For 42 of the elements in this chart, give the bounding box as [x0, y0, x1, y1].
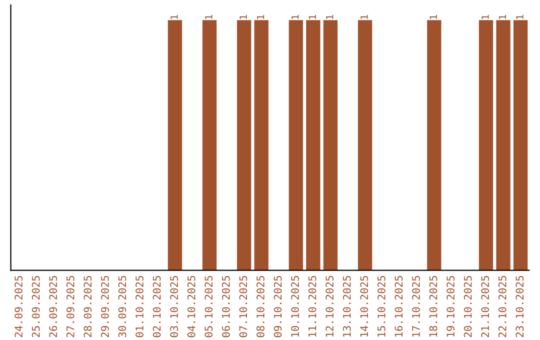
x-tick-label: 05.10.2025 — [204, 276, 213, 338]
data-label: 1 — [256, 14, 264, 19]
x-tick-label: 22.10.2025 — [498, 276, 506, 338]
x-tick-label: 06.10.2025 — [222, 276, 230, 338]
x-tick-label: 07.10.2025 — [239, 276, 248, 338]
x-tick-label: 02.10.2025 — [152, 276, 161, 338]
x-tick-label: 21.10.2025 — [481, 276, 490, 338]
x-tick-label: 18.10.2025 — [429, 276, 438, 337]
x-tick-label: 08.10.2025 — [256, 276, 264, 338]
x-tick-label: 16.10.2025 — [394, 276, 403, 337]
x-tick-label: 26.09.2025 — [49, 276, 58, 338]
x-tick-label: 01.10.2025 — [136, 276, 144, 338]
x-tick-label: 24.09.2025 — [14, 276, 22, 338]
data-label: 1 — [326, 14, 334, 19]
data-label: 1 — [308, 14, 316, 19]
data-label: 1 — [360, 14, 368, 19]
x-tick-label: 03.10.2025 — [170, 276, 178, 338]
data-label: 1 — [516, 14, 524, 19]
x-tick-label: 04.10.2025 — [187, 276, 196, 338]
x-tick-label: 09.10.2025 — [274, 276, 282, 338]
x-tick-label: 30.09.2025 — [118, 276, 126, 338]
data-label: 1 — [170, 14, 178, 19]
data-label: 1 — [292, 14, 299, 19]
data-label: 1 — [240, 14, 247, 19]
x-tick-label: 28.09.2025 — [84, 276, 92, 338]
x-tick-label: 10.10.2025 — [291, 276, 299, 337]
data-label: 1 — [205, 14, 212, 19]
x-tick-label: 13.10.2025 — [342, 276, 351, 337]
x-tick-label: 27.09.2025 — [66, 276, 74, 338]
data-label: 1 — [498, 14, 506, 19]
x-tick-label: 25.09.2025 — [32, 276, 40, 338]
x-tick-label: 14.10.2025 — [360, 276, 368, 337]
data-label: 1 — [482, 14, 489, 19]
x-tick-label: 12.10.2025 — [326, 276, 334, 337]
x-tick-label: 20.10.2025 — [464, 276, 472, 338]
x-tick-label: 29.09.2025 — [101, 276, 109, 338]
x-tick-label: 19.10.2025 — [446, 276, 454, 337]
x-tick-label: 15.10.2025 — [377, 276, 386, 337]
x-tick-label: 23.10.2025 — [516, 276, 524, 338]
data-label: 1 — [430, 14, 437, 19]
x-tick-label: 11.10.2025 — [308, 276, 316, 337]
x-tick-label: 17.10.2025 — [412, 276, 420, 337]
